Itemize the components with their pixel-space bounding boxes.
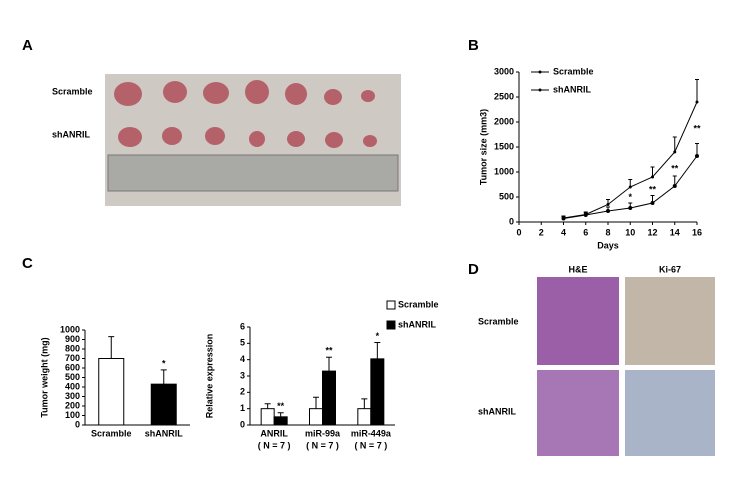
legend-marker bbox=[538, 70, 542, 74]
y-tick-label: 700 bbox=[65, 353, 80, 363]
bar bbox=[98, 358, 125, 426]
y-tick-label: 6 bbox=[240, 321, 245, 331]
y-axis-label: Tumor weight (mg) bbox=[39, 337, 49, 417]
category-note: ( N = 7 ) bbox=[258, 440, 291, 450]
y-tick-label: 4 bbox=[240, 354, 245, 364]
x-axis-label: Days bbox=[597, 240, 619, 250]
bar bbox=[273, 416, 288, 426]
legend-label: Scramble bbox=[553, 66, 594, 76]
significance: ** bbox=[693, 123, 701, 133]
x-tick-label: 12 bbox=[647, 227, 657, 237]
point bbox=[606, 203, 610, 206]
x-tick-label: 6 bbox=[583, 227, 588, 237]
significance: ** bbox=[649, 184, 657, 194]
x-tick-label: 0 bbox=[516, 227, 521, 237]
y-tick-label: 800 bbox=[65, 343, 80, 353]
y-tick-label: 5 bbox=[240, 338, 245, 348]
col-label: H&E bbox=[568, 264, 587, 274]
panel-letter: C bbox=[22, 255, 33, 272]
y-tick-label: 400 bbox=[65, 381, 80, 391]
bar bbox=[309, 408, 323, 426]
y-tick-label: 2 bbox=[240, 387, 245, 397]
legend-label: shANRIL bbox=[398, 319, 437, 329]
y-tick-label: 500 bbox=[499, 191, 514, 201]
significance: * bbox=[628, 192, 632, 202]
category-note: ( N = 7 ) bbox=[306, 440, 339, 450]
y-tick-label: 1000 bbox=[494, 166, 514, 176]
y-tick-label: 0 bbox=[509, 216, 514, 226]
significance: * bbox=[162, 358, 166, 368]
y-tick-label: 2500 bbox=[494, 91, 514, 101]
point bbox=[561, 216, 566, 221]
significance: ** bbox=[277, 401, 285, 411]
y-tick-label: 600 bbox=[65, 362, 80, 372]
point bbox=[651, 175, 654, 179]
x-tick-label: shANRIL bbox=[145, 428, 184, 438]
x-tick-label: Scramble bbox=[91, 428, 132, 438]
significance: ** bbox=[671, 163, 679, 173]
row-label: Scramble bbox=[52, 86, 93, 96]
significance: * bbox=[376, 331, 380, 341]
row-label: shANRIL bbox=[52, 129, 91, 139]
x-tick-label: miR-449a bbox=[351, 428, 392, 438]
y-tick-label: 0 bbox=[240, 419, 245, 429]
bar bbox=[357, 408, 372, 426]
x-tick-label: ANRIL bbox=[260, 428, 288, 438]
panel-letter: D bbox=[468, 261, 479, 278]
category-note: ( N = 7 ) bbox=[354, 440, 387, 450]
panel-letter: A bbox=[22, 37, 33, 54]
point bbox=[628, 206, 633, 210]
bar bbox=[370, 358, 385, 426]
bar bbox=[150, 383, 177, 426]
row-label: Scramble bbox=[478, 316, 519, 326]
point bbox=[673, 150, 677, 154]
y-tick-label: 500 bbox=[65, 372, 80, 382]
point bbox=[650, 201, 655, 205]
y-tick-label: 3000 bbox=[494, 66, 514, 76]
histology-images bbox=[537, 277, 715, 456]
tumor-photo bbox=[105, 74, 401, 206]
legend-swatch bbox=[386, 300, 396, 310]
y-tick-label: 1000 bbox=[60, 324, 80, 334]
point bbox=[583, 213, 588, 217]
y-tick-label: 900 bbox=[65, 334, 80, 344]
panel-letter: B bbox=[468, 37, 479, 54]
y-tick-label: 300 bbox=[65, 391, 80, 401]
y-axis-label: Relative expression bbox=[204, 334, 214, 419]
x-tick-label: 14 bbox=[670, 227, 680, 237]
point bbox=[606, 209, 610, 213]
y-tick-label: 0 bbox=[75, 419, 80, 429]
row-label: shANRIL bbox=[478, 406, 517, 416]
x-tick-label: miR-99a bbox=[305, 428, 341, 438]
y-tick-label: 1500 bbox=[494, 141, 514, 151]
y-tick-label: 100 bbox=[65, 410, 80, 420]
x-tick-label: 8 bbox=[605, 227, 610, 237]
x-tick-label: 2 bbox=[539, 227, 544, 237]
legend-marker bbox=[538, 88, 542, 92]
significance: ** bbox=[325, 346, 333, 356]
legend-label: Scramble bbox=[398, 299, 439, 309]
bar bbox=[322, 370, 336, 426]
point bbox=[628, 185, 632, 189]
x-tick-label: 10 bbox=[625, 227, 635, 237]
point bbox=[695, 154, 699, 158]
y-tick-label: 3 bbox=[240, 370, 245, 380]
point bbox=[672, 184, 677, 188]
y-tick-label: 2000 bbox=[494, 116, 514, 126]
y-tick-label: 200 bbox=[65, 400, 80, 410]
point bbox=[695, 100, 699, 104]
legend-label: shANRIL bbox=[553, 84, 592, 94]
y-tick-label: 1 bbox=[240, 403, 245, 413]
col-label: Ki-67 bbox=[659, 264, 681, 274]
x-tick-label: 16 bbox=[692, 227, 702, 237]
x-tick-label: 4 bbox=[561, 227, 566, 237]
y-axis-label: Tumor size (mm3) bbox=[478, 109, 488, 185]
legend-swatch bbox=[386, 320, 396, 330]
bar bbox=[260, 408, 275, 426]
